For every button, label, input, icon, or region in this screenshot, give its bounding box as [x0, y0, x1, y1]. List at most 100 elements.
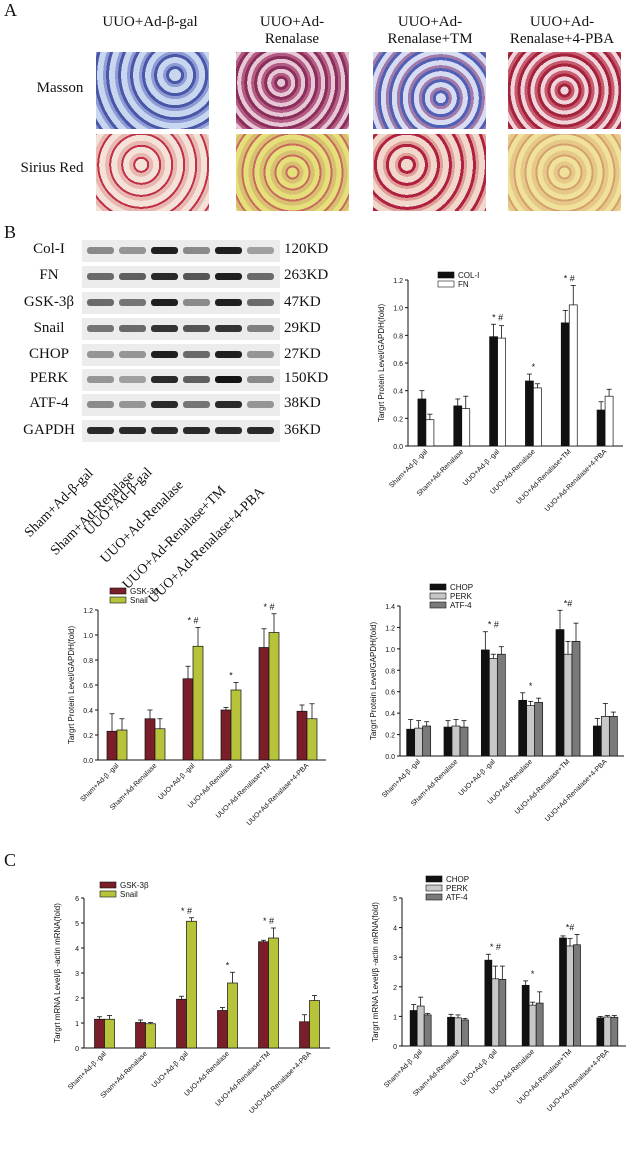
blot-band [247, 427, 274, 434]
blot-protein-label: CHOP [28, 346, 69, 362]
y-tick-label: 0.4 [385, 711, 395, 718]
y-tick-label: 2 [75, 996, 79, 1003]
panel-label-b: B [4, 222, 17, 242]
blot-strip [82, 318, 280, 340]
histology-column-header: UUO+Ad- Renalase+TM [387, 14, 473, 47]
y-tick-label: 0.2 [83, 733, 93, 740]
y-tick-label: 0.8 [393, 333, 403, 340]
blot-band [119, 351, 146, 358]
blot-band [87, 247, 114, 254]
bar [610, 1016, 619, 1047]
blot-band [119, 325, 146, 332]
bar [258, 941, 269, 1049]
blot-strip [82, 369, 280, 391]
bar [192, 645, 204, 761]
bar [573, 944, 581, 1047]
category-label: Sham+Ad-β -gal [381, 758, 422, 799]
blot-band [119, 247, 146, 254]
blot-band [247, 299, 274, 306]
legend-label: PERK [450, 592, 472, 601]
y-tick-label: 0.2 [393, 416, 403, 423]
category-label: UUO+Ad-Renalase+4-PBA [546, 1048, 611, 1113]
bar [596, 1017, 605, 1047]
masson-image-uuo-renalase [236, 52, 349, 129]
bar [603, 1016, 612, 1047]
bar [489, 336, 498, 447]
category-label: UUO+Ad-β -gal [151, 1050, 190, 1089]
blot-band [247, 325, 274, 332]
legend-label: CHOP [450, 583, 473, 592]
blot-protein-label: Snail [33, 320, 65, 336]
category-label: UUO+Ad-β -gal [458, 758, 497, 797]
blot-strip [82, 344, 280, 366]
bar [423, 1014, 432, 1047]
blot-strip [82, 420, 280, 442]
legend-swatch [109, 596, 127, 604]
y-tick-label: 0 [393, 1044, 397, 1051]
y-tick-label: 0.8 [385, 668, 395, 675]
blot-band [183, 299, 210, 306]
bar [422, 725, 432, 757]
legend-label: ATF-4 [450, 601, 472, 610]
y-tick-label: 0.4 [393, 389, 403, 396]
panel-label-a: A [4, 0, 17, 20]
chart-mrna-gsk-snail: 0 1 2 3 4 5 6 Targrt mRNA Level/β -actin mRNA(f… [53, 881, 330, 1115]
histology-row-label-sirius: Sirius Red [20, 160, 84, 176]
blot-band [151, 325, 178, 332]
bar [484, 959, 493, 1047]
bar [568, 304, 578, 447]
blot-strip [82, 266, 280, 288]
category-label: Sham+Ad-Renalase [100, 1050, 149, 1099]
blot-band [119, 376, 146, 383]
bar [555, 629, 565, 757]
bar [528, 1004, 537, 1047]
bar [600, 716, 610, 757]
blot-size-label: 47KD [284, 294, 321, 310]
bar [409, 1010, 418, 1047]
bar [461, 408, 471, 447]
masson-image-uuo-renalase-tm [373, 52, 486, 129]
blot-size-label: 150KD [284, 370, 329, 386]
significance-label: *# [564, 598, 573, 608]
bar [498, 979, 507, 1047]
bar [230, 689, 242, 761]
blot-size-label: 263KD [284, 267, 329, 283]
panel-label-c: C [4, 850, 17, 870]
bar [608, 716, 618, 757]
blot-band [87, 325, 114, 332]
y-tick-label: 0.0 [385, 754, 395, 761]
category-label: UUO+Ad-Renalase+4-PBA [544, 448, 609, 513]
y-tick-label: 5 [393, 896, 397, 903]
chart-protein-col-fn: 0.0 0.2 0.4 0.6 0.8 1.0 1.2 Targrt Protein Leve… [377, 271, 623, 513]
blot-band [183, 325, 210, 332]
legend-swatch [99, 881, 117, 889]
y-tick-label: 5 [75, 921, 79, 928]
y-tick-label: 0.4 [83, 708, 93, 715]
legend-label: CHOP [446, 875, 469, 884]
blot-size-label: 38KD [284, 395, 321, 411]
bar [268, 632, 280, 761]
blot-band [215, 351, 242, 358]
significance-label: * [229, 671, 233, 681]
bar [299, 1021, 310, 1049]
y-tick-label: 0.6 [393, 361, 403, 368]
category-label: UUO+Ad-Renalase+4-PBA [246, 762, 311, 827]
bar [592, 725, 602, 757]
significance-label: * # [490, 942, 501, 952]
chart-protein-chop-perk-atf: 0.0 0.2 0.4 0.6 0.8 1.0 1.2 1.4 Targrt Protein L… [369, 583, 624, 823]
blot-strip [82, 240, 280, 262]
y-tick-label: 1.2 [393, 278, 403, 285]
significance-label: * # [263, 916, 274, 926]
significance-label: * # [488, 620, 499, 630]
blot-band [119, 273, 146, 280]
bar [533, 387, 542, 447]
bar [559, 937, 567, 1047]
y-tick-label: 1.0 [83, 633, 93, 640]
blot-band [87, 376, 114, 383]
category-label: UUO+Ad-β -gal [462, 448, 501, 487]
bar [406, 728, 416, 757]
bar [497, 337, 506, 447]
y-axis-label: Targrt mRNA Level/β -actin mRNA(fold) [371, 902, 380, 1042]
legend-label: COL-I [458, 271, 479, 280]
legend-label: Snail [120, 890, 138, 899]
